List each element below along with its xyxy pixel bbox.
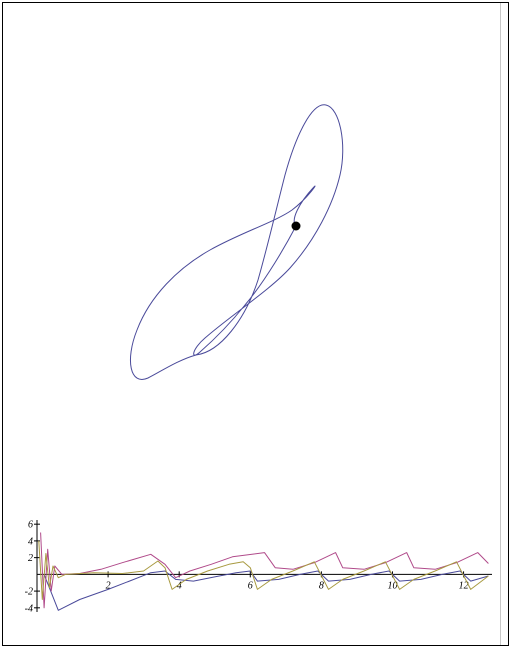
series-line-3 [38, 540, 489, 600]
y-tick-label: 6 [28, 520, 33, 531]
x-tick-label: 8 [319, 580, 324, 591]
series-line-1 [43, 570, 489, 611]
x-tick-label: 4 [177, 580, 182, 591]
x-tick-label: 12 [459, 580, 469, 591]
plot-frame [2, 2, 509, 646]
y-tick-label: 2 [28, 553, 33, 564]
phase-marker-point [291, 221, 301, 231]
series-line-2 [40, 532, 489, 609]
x-tick-label: 2 [106, 580, 111, 591]
x-tick-label: 6 [248, 580, 253, 591]
scroll-edge [500, 3, 501, 645]
phase-plot [130, 104, 344, 380]
y-ticks: -4 -2 2 4 6 [25, 520, 40, 614]
y-tick-label: -4 [25, 603, 33, 614]
x-tick-label: 10 [387, 580, 397, 591]
phase-curve [130, 104, 344, 380]
y-tick-label: 4 [28, 536, 33, 547]
y-tick-label: -2 [25, 587, 33, 598]
series-group [38, 532, 489, 611]
time-series-plot: 2 4 6 8 10 12 -4 -2 2 4 6 [25, 520, 492, 614]
